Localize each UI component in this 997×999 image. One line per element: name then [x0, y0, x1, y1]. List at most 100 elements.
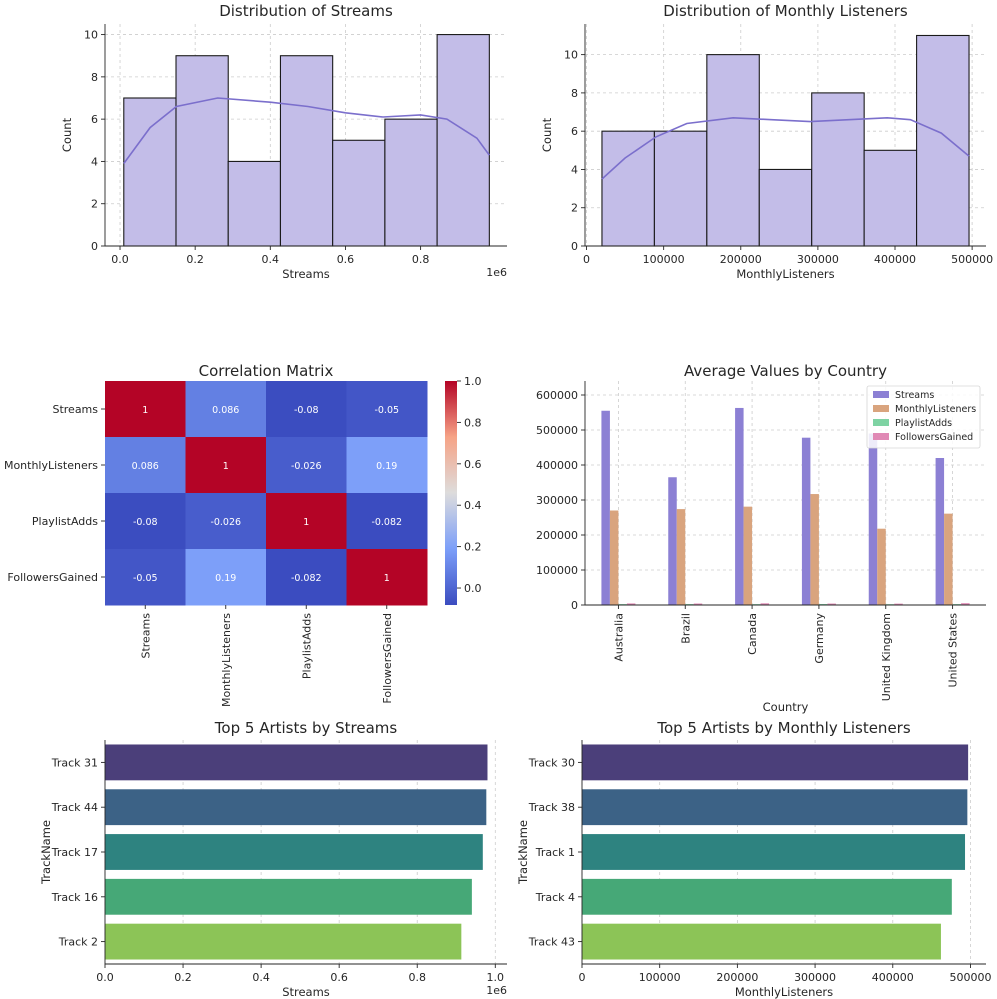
- legend-label: MonthlyListeners: [895, 404, 976, 415]
- y-tick-label: 10: [84, 29, 98, 42]
- heatmap-cell: [346, 493, 428, 550]
- y-tick-label: 2: [91, 198, 98, 211]
- histogram-bar: [863, 149, 918, 247]
- heatmap-cell: [105, 437, 186, 494]
- legend-label: PlaylistAdds: [895, 418, 952, 429]
- bar: [105, 878, 472, 915]
- y-tick-label: Track 4: [535, 891, 575, 904]
- x-axis-label: Country: [763, 700, 809, 714]
- bar-Streams: [601, 410, 610, 605]
- legend-label: FollowersGained: [895, 432, 973, 443]
- x-tick-label: 0: [579, 971, 586, 984]
- y-axis-label: Count: [60, 117, 74, 152]
- heatmap-cell-label: 0.19: [376, 461, 397, 472]
- x-tick-label: 300000: [797, 253, 839, 266]
- bar: [105, 923, 462, 960]
- histogram-bar: [653, 130, 708, 247]
- x-tick-label: 0.0: [111, 253, 129, 266]
- x-axis-label: MonthlyListeners: [735, 985, 833, 999]
- x-tick-label: 0.4: [252, 971, 270, 984]
- heatmap-cell-label: 1: [303, 517, 309, 528]
- bar-MonthlyListeners: [877, 528, 886, 605]
- x-tick-label: 0.8: [408, 971, 426, 984]
- y-tick-label: 600000: [536, 389, 578, 402]
- histogram-bar: [123, 97, 177, 247]
- bar-PlaylistAdds: [685, 604, 694, 605]
- x-tick-label: Streams: [139, 613, 152, 659]
- y-axis-label: TrackName: [39, 820, 53, 885]
- x-tick-label: 500000: [949, 971, 991, 984]
- y-tick-label: 10: [564, 49, 578, 62]
- heatmap-cell-label: -0.026: [291, 461, 322, 472]
- histogram-bar: [706, 54, 760, 247]
- x-tick-label: 0.4: [262, 253, 280, 266]
- x-offset-label: 1e6: [486, 266, 507, 279]
- bar: [105, 789, 487, 826]
- x-tick-label: 0: [583, 253, 590, 266]
- bar: [582, 744, 969, 781]
- y-tick-label: Track 17: [51, 846, 98, 859]
- x-offset-label: 1e6: [486, 984, 507, 997]
- bar: [582, 923, 941, 960]
- y-tick-label: 4: [571, 163, 578, 176]
- x-tick-label: Canada: [746, 613, 759, 655]
- bar: [582, 878, 952, 915]
- heatmap-cell: [185, 381, 267, 438]
- x-tick-label: 100000: [643, 253, 685, 266]
- x-tick-label: 200000: [720, 253, 762, 266]
- y-tick-label: 500000: [536, 424, 578, 437]
- bar-Streams: [868, 433, 878, 605]
- heatmap-cell-label: -0.05: [133, 573, 158, 584]
- listeners-hist-panel: 0 2 4 6 8 10 0 100000 200000 300000 400000 500000 Di…: [540, 2, 993, 281]
- y-tick-label: 300000: [536, 494, 578, 507]
- bar-FollowersGained: [894, 603, 903, 605]
- x-tick-label: 400000: [872, 971, 914, 984]
- x-tick-label: Germany: [813, 613, 826, 664]
- bar-MonthlyListeners: [676, 509, 686, 605]
- colorbar-tick-label: 0.6: [464, 458, 482, 471]
- bar: [582, 834, 966, 870]
- bar-MonthlyListeners: [810, 494, 819, 605]
- heatmap-cell-label: -0.026: [210, 517, 241, 528]
- y-tick-label: Track 31: [51, 756, 98, 769]
- heatmap-cell: [185, 549, 267, 606]
- x-tick-label: Australia: [612, 613, 625, 662]
- x-tick-label: United Kingdom: [880, 613, 893, 701]
- heatmap-cell: [346, 437, 428, 494]
- x-tick-label: Brazil: [679, 613, 692, 644]
- colorbar: [445, 381, 457, 605]
- axes-spine: [584, 381, 986, 606]
- heatmap-cell: [266, 549, 347, 606]
- axes-spine: [104, 740, 507, 965]
- histogram-bar: [436, 34, 490, 247]
- bar-Streams: [735, 407, 744, 605]
- y-axis-label: Count: [540, 117, 554, 152]
- chart-title: Top 5 Artists by Monthly Listeners: [656, 719, 910, 737]
- y-tick-label: 2: [571, 202, 578, 215]
- x-tick-label: 500000: [951, 253, 993, 266]
- y-tick-label: Track 38: [528, 801, 575, 814]
- heatmap-cell-label: 1: [384, 573, 390, 584]
- histogram-bar: [175, 55, 229, 247]
- heatmap-cell-label: 0.19: [215, 573, 236, 584]
- bar: [105, 834, 483, 870]
- heatmap-cell: [266, 381, 347, 438]
- heatmap-cell-label: 1: [142, 405, 148, 416]
- y-tick-label: 400000: [536, 459, 578, 472]
- x-tick-label: 0.6: [330, 971, 348, 984]
- heatmap-cell-label: 1: [223, 461, 229, 472]
- x-tick-label: MonthlyListeners: [220, 613, 233, 707]
- histogram-bar: [758, 168, 813, 247]
- legend-swatch: [873, 419, 889, 426]
- histogram-bar: [811, 92, 865, 247]
- heatmap-cell: [346, 549, 428, 606]
- x-tick-label: 0.6: [337, 253, 355, 266]
- chart-title: Average Values by Country: [684, 362, 887, 380]
- y-tick-label: Track 43: [528, 936, 575, 949]
- bar-Streams: [668, 477, 677, 605]
- colorbar-tick-label: 0.2: [464, 541, 482, 554]
- legend: Streams MonthlyListeners PlaylistAdds Follo…: [866, 385, 981, 449]
- bar-Streams: [801, 437, 811, 605]
- heatmap-cell-label: -0.05: [374, 405, 399, 416]
- bar-FollowersGained: [693, 603, 703, 605]
